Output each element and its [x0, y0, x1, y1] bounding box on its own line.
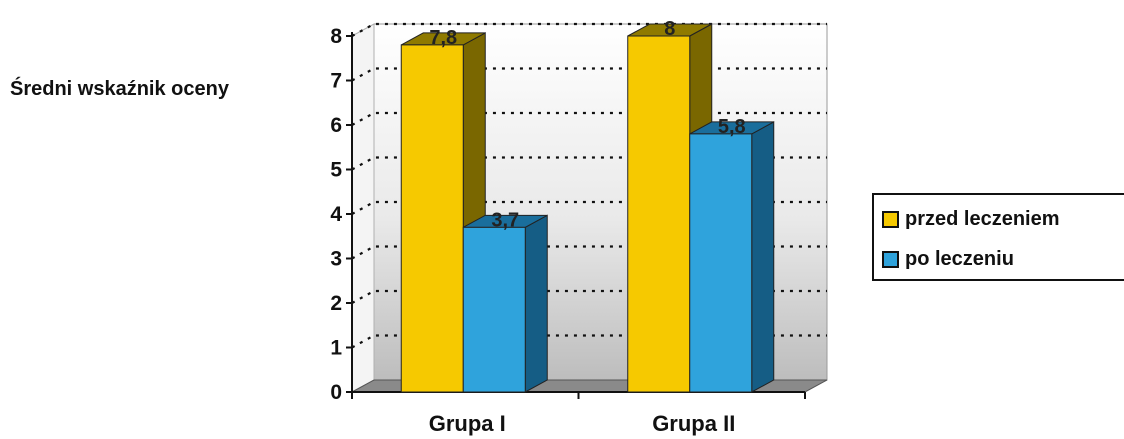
x-category-label: Grupa II — [652, 411, 735, 436]
legend-swatch-przed-leczeniem — [882, 211, 899, 228]
bar — [462, 226, 526, 393]
bar — [689, 133, 753, 393]
legend-swatch-po-leczeniu — [882, 251, 899, 268]
y-axis-label: Średni wskaźnik oceny — [10, 78, 229, 100]
legend: przed leczeniem po leczeniu — [872, 193, 1124, 281]
data-label: 8 — [664, 18, 675, 40]
legend-label-po-leczeniu: po leczeniu — [905, 248, 1014, 270]
y-tick-label: 7 — [330, 70, 342, 93]
data-label: 7,8 — [429, 27, 457, 49]
legend-label-przed-leczeniem: przed leczeniem — [905, 208, 1060, 230]
y-tick-label: 6 — [330, 114, 342, 137]
y-tick-label: 5 — [330, 159, 342, 182]
x-category-label: Grupa I — [429, 411, 506, 436]
y-tick-label: 4 — [330, 203, 342, 226]
bar-side — [524, 214, 548, 393]
data-label: 3,7 — [491, 209, 519, 231]
data-label: 5,8 — [718, 116, 746, 138]
y-tick-label: 2 — [330, 292, 342, 315]
bar — [400, 44, 464, 393]
legend-item-przed-leczeniem: przed leczeniem — [882, 208, 1060, 231]
y-tick-label: 0 — [330, 381, 342, 404]
y-tick-label: 3 — [330, 248, 342, 271]
y-tick-label: 8 — [330, 25, 342, 48]
y-tick-label: 1 — [330, 337, 342, 360]
side-wall — [351, 23, 375, 393]
bar — [627, 35, 691, 393]
bar-side — [751, 121, 775, 393]
legend-item-po-leczeniu: po leczeniu — [882, 248, 1014, 271]
